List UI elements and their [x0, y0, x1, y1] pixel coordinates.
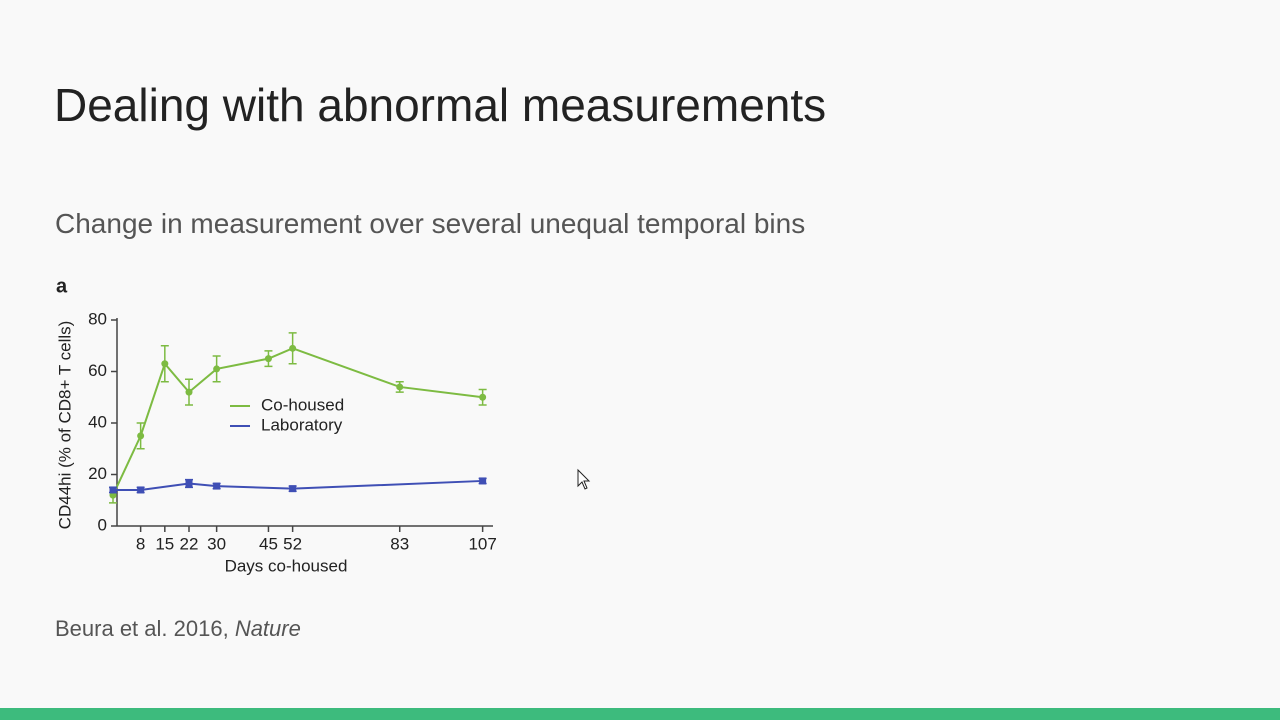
- point: [185, 480, 193, 488]
- point: [213, 482, 221, 490]
- x-tick-label: 107: [468, 534, 496, 553]
- chart: a CD44hi (% of CD8+ T cells) Days co-hou…: [55, 275, 496, 575]
- x-tick-label: 83: [390, 534, 409, 553]
- y-tick-label: 40: [88, 412, 107, 431]
- x-axis-label: Days co-housed: [225, 556, 348, 575]
- point: [161, 360, 169, 368]
- slide-title: Dealing with abnormal measurements: [54, 79, 827, 131]
- point: [289, 344, 297, 352]
- slide-subtitle: Change in measurement over several unequ…: [55, 208, 806, 239]
- x-tick-label: 52: [283, 534, 302, 553]
- point: [264, 355, 272, 363]
- citation: Beura et al. 2016, Nature: [55, 616, 301, 642]
- y-axis-label: CD44hi (% of CD8+ T cells): [55, 321, 74, 530]
- point: [137, 486, 145, 494]
- series-line: [113, 479, 483, 491]
- x-tick-label: 15: [155, 534, 174, 553]
- progress-bar: [0, 708, 1280, 720]
- point: [289, 485, 297, 493]
- point: [396, 383, 404, 391]
- citation-journal: Nature: [234, 616, 301, 641]
- citation-authors: Beura et al. 2016,: [55, 616, 229, 641]
- x-tick-label: 8: [136, 534, 145, 553]
- point: [185, 388, 193, 396]
- point: [109, 486, 117, 494]
- point: [479, 393, 487, 401]
- y-tick-label: 0: [98, 515, 107, 534]
- y-tick-label: 80: [88, 309, 107, 328]
- x-tick-label: 45: [259, 534, 278, 553]
- legend-label: Co-housed: [261, 395, 344, 414]
- point: [213, 365, 221, 373]
- x-tick-label: 22: [180, 534, 199, 553]
- point: [479, 477, 487, 485]
- y-tick-label: 60: [88, 361, 107, 380]
- y-tick-label: 20: [88, 464, 107, 483]
- panel-label: a: [56, 275, 68, 297]
- legend-label: Laboratory: [261, 415, 343, 434]
- x-tick-label: 30: [207, 534, 226, 553]
- point: [137, 432, 145, 440]
